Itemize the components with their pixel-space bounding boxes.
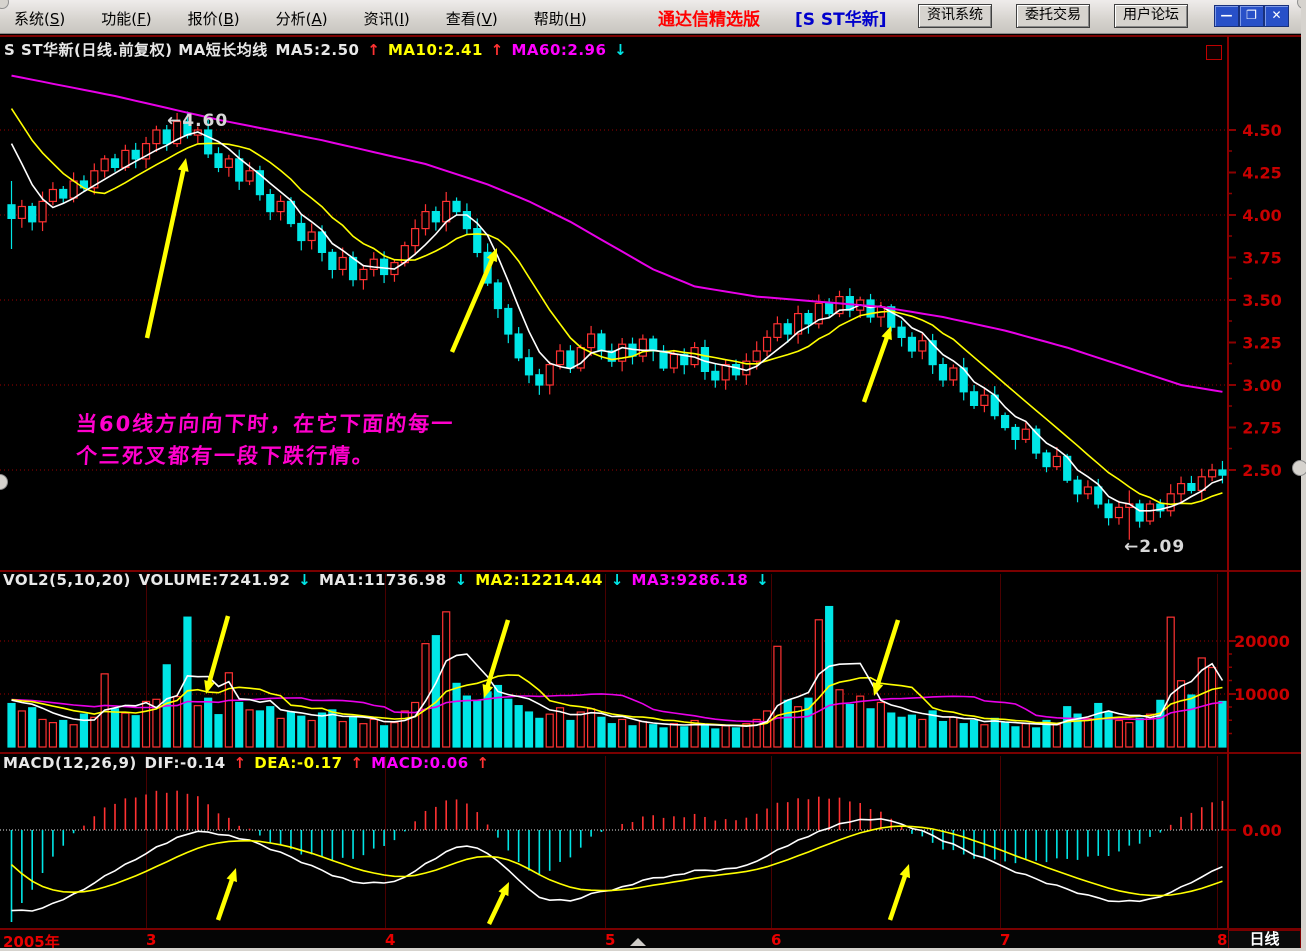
date-axis-bar: 2005年 3 4 5 6 7 8: [0, 930, 1306, 951]
candlesticks: [7, 111, 1227, 540]
close-button[interactable]: ✕: [1264, 5, 1289, 27]
stock-period-label: S ST华新(日线.前复权) MA短长均线: [4, 41, 268, 59]
menu-item-4[interactable]: 分析(A): [275, 10, 328, 28]
month-label-6: 6: [771, 931, 782, 949]
minimize-button[interactable]: —: [1214, 5, 1239, 27]
death-cross-arrows-main: [144, 158, 892, 403]
user-forum-button[interactable]: 用户论坛: [1114, 4, 1188, 28]
svg-text:4.50: 4.50: [1242, 121, 1281, 140]
ma5-up-arrow-icon: ↑: [367, 41, 381, 59]
svg-text:20000: 20000: [1234, 632, 1290, 651]
window-frame-right: [1301, 0, 1306, 951]
volume-ma-lines: [11, 653, 1224, 728]
window-corner-left: [0, 0, 9, 9]
svg-text:2.75: 2.75: [1242, 419, 1281, 438]
ma5-value: MA5:2.50: [275, 41, 360, 59]
dea-up-arrow-icon: ↑: [350, 754, 364, 772]
price-ma-lines: [10, 74, 1223, 512]
dif-up-arrow-icon: ↑: [233, 754, 247, 772]
vol-indicator-label: VOL2(5,10,20): [3, 571, 131, 589]
month-label-5: 5: [605, 931, 616, 949]
macd-pane-header: MACD(12,26,9) DIF:-0.14 ↑ DEA:-0.17 ↑ MA…: [3, 754, 491, 772]
macd-up-arrow-icon: ↑: [476, 754, 490, 772]
svg-text:0.00: 0.00: [1242, 821, 1281, 840]
svg-text:3.25: 3.25: [1242, 334, 1281, 353]
vol-ma1-value: MA1:11736.98: [318, 571, 447, 589]
death-cross-arrows-macd: [215, 864, 911, 925]
high-price-callout: ←4.60: [167, 111, 229, 131]
menu-item-3[interactable]: 报价(B): [187, 10, 240, 28]
menu-item-6[interactable]: 查看(V): [445, 10, 498, 28]
menu-item-7[interactable]: 帮助(H): [533, 10, 587, 28]
volume-bars: [7, 605, 1227, 748]
macd-histogram: [10, 790, 1224, 922]
menu-item-5[interactable]: 资讯(I): [363, 10, 410, 28]
menu-bar: 系统(S) 功能(F) 报价(B) 分析(A) 资讯(I) 查看(V) 帮助(H): [10, 6, 591, 31]
vol-ma2-value: MA2:12214.44: [475, 571, 603, 589]
analyst-note-line2: 个三死叉都有一段下跌行情。: [75, 444, 376, 468]
svg-text:2.50: 2.50: [1242, 461, 1281, 480]
month-label-7: 7: [1000, 931, 1011, 949]
svg-text:4.00: 4.00: [1242, 206, 1281, 225]
volume-down-arrow-icon: ↓: [298, 571, 312, 589]
title-menu-bar: 系统(S) 功能(F) 报价(B) 分析(A) 资讯(I) 查看(V) 帮助(H) 通达信精…: [0, 0, 1306, 34]
pane-frames: [0, 35, 1306, 951]
dea-value: DEA:-0.17: [254, 754, 343, 772]
svg-text:10000: 10000: [1234, 685, 1290, 704]
restore-button[interactable]: ❐: [1239, 5, 1264, 27]
month-label-3: 3: [146, 931, 157, 949]
month-label-8: 8: [1217, 931, 1228, 949]
volume-value: VOLUME:7241.92: [138, 571, 291, 589]
trade-button[interactable]: 委托交易: [1016, 4, 1090, 28]
macd-value: MACD:0.06: [371, 754, 469, 772]
ma60-value: MA60:2.96: [511, 41, 607, 59]
period-selector[interactable]: 日线: [1228, 930, 1301, 950]
low-price-callout: ←2.09: [1124, 537, 1186, 557]
svg-text:3.75: 3.75: [1242, 249, 1281, 268]
svg-text:3.00: 3.00: [1242, 376, 1281, 395]
right-splitter-handle[interactable]: [1292, 460, 1306, 476]
bottom-splitter-handle[interactable]: [630, 938, 646, 946]
ma60-down-arrow-icon: ↓: [614, 41, 628, 59]
ma10-up-arrow-icon: ↑: [490, 41, 504, 59]
window-frame-bottom: [0, 948, 1306, 951]
vol-ma1-down-arrow-icon: ↓: [454, 571, 468, 589]
death-cross-arrows-volume: [204, 615, 901, 698]
volume-pane-header: VOL2(5,10,20) VOLUME:7241.92 ↓ MA1:11736…: [3, 571, 771, 589]
stock-title: [S ST华新]: [795, 10, 887, 30]
info-system-button[interactable]: 资讯系统: [918, 4, 992, 28]
vol-ma3-value: MA3:9286.18: [631, 571, 749, 589]
menu-item-2[interactable]: 功能(F): [101, 10, 152, 28]
axis-labels: 4.50 4.25 4.00 3.75 3.50 3.25 3.00 2.75 2.50 2000…: [1234, 121, 1290, 840]
macd-indicator-label: MACD(12,26,9): [3, 754, 137, 772]
pane-expand-icon[interactable]: [1206, 45, 1222, 60]
dif-value: DIF:-0.14: [144, 754, 226, 772]
menu-item-1[interactable]: 系统(S): [14, 10, 66, 28]
svg-text:4.25: 4.25: [1242, 164, 1281, 183]
app-title: 通达信精选版: [658, 10, 760, 30]
vol-ma2-down-arrow-icon: ↓: [610, 571, 624, 589]
ma10-value: MA10:2.41: [388, 41, 483, 59]
analyst-note-line1: 当60线方向向下时，在它下面的每一: [75, 412, 456, 436]
month-label-4: 4: [385, 931, 396, 949]
year-label: 2005年: [3, 933, 60, 951]
vol-ma3-down-arrow-icon: ↓: [756, 571, 770, 589]
svg-text:3.50: 3.50: [1242, 291, 1281, 310]
macd-lines: [10, 818, 1223, 912]
main-pane-header: S ST华新(日线.前复权) MA短长均线 MA5:2.50 ↑ MA10:2.…: [4, 39, 629, 60]
